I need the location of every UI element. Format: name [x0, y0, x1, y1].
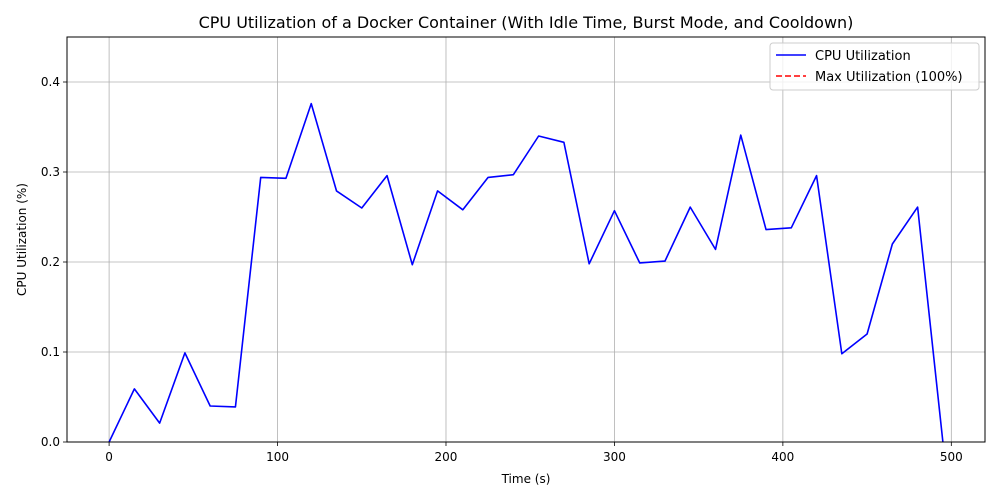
- legend-box: [769, 42, 980, 91]
- plot-data: [108, 102, 944, 443]
- plot-frame: [66, 36, 986, 443]
- x-axis-label: Time (s): [501, 472, 551, 486]
- x-tick-label: 100: [266, 450, 289, 464]
- series-line-cpu-utilization: [108, 102, 944, 443]
- legend: CPU Utilization Max Utilization (100%): [769, 42, 980, 91]
- y-tick-label: 0.3: [41, 165, 60, 179]
- x-tick-label: 400: [771, 450, 794, 464]
- y-tick-label: 0.0: [41, 435, 60, 449]
- y-tick-label: 0.4: [41, 75, 60, 89]
- y-tick-label: 0.1: [41, 345, 60, 359]
- x-tick-label: 500: [940, 450, 963, 464]
- legend-label-cpu-utilization: CPU Utilization: [815, 49, 911, 64]
- y-tick-label: 0.2: [41, 255, 60, 269]
- legend-label-max-utilization: Max Utilization (100%): [815, 70, 963, 85]
- axis-ticks: 0 100 200 300 400 500 0.0 0.1 0.2 0.3 0.4: [41, 75, 963, 464]
- y-axis-label: CPU Utilization (%): [15, 183, 29, 296]
- x-tick-label: 0: [105, 450, 113, 464]
- x-tick-label: 200: [435, 450, 458, 464]
- x-tick-label: 300: [603, 450, 626, 464]
- chart-title: CPU Utilization of a Docker Container (W…: [199, 13, 854, 32]
